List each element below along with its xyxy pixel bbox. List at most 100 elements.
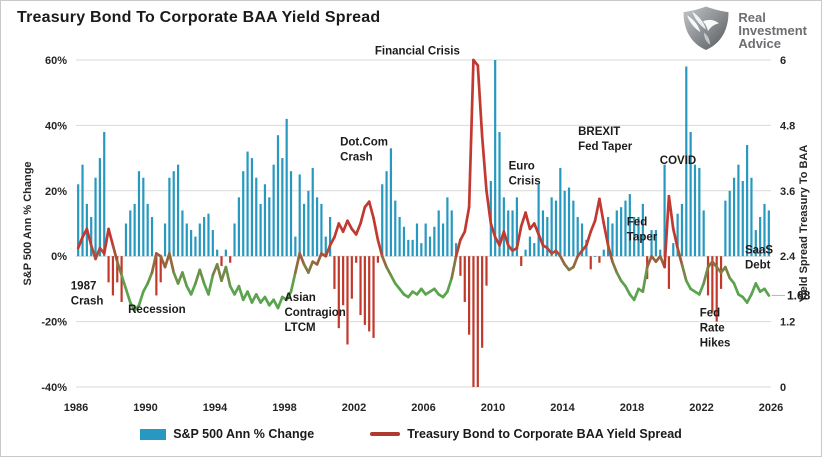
bar: [259, 203, 262, 257]
bar: [415, 223, 419, 257]
bar: [741, 180, 744, 257]
annotation-text: Euro: [509, 161, 535, 173]
bar: [585, 239, 588, 257]
bar: [150, 216, 154, 257]
bar: [472, 256, 475, 387]
bar: [672, 243, 675, 257]
bar: [689, 131, 692, 257]
bar: [611, 223, 614, 257]
bar: [441, 223, 445, 257]
bar: [676, 213, 679, 257]
bar: [94, 177, 97, 257]
bar: [559, 167, 562, 257]
bar: [133, 203, 136, 257]
bar: [724, 200, 727, 257]
bar: [450, 210, 453, 257]
bar: [315, 197, 319, 257]
bar: [685, 66, 688, 257]
bar: [641, 203, 644, 257]
bar: [476, 256, 479, 387]
annotation-text: Recession: [128, 304, 186, 316]
brand-logo: Real Investment Advice: [680, 5, 807, 56]
annotation-text: COVID: [660, 155, 696, 167]
bar: [402, 226, 406, 257]
bar: [650, 230, 653, 257]
bar: [563, 190, 566, 257]
bar: [389, 148, 393, 257]
annotation-text: Fed: [700, 308, 720, 320]
bar: [446, 197, 449, 257]
bar: [272, 164, 275, 257]
annotation-text: Crash: [340, 152, 373, 164]
bar: [628, 194, 631, 257]
bar: [355, 256, 358, 263]
bar: [624, 200, 627, 257]
svg-text:-20%: -20%: [41, 317, 67, 329]
bar: [498, 131, 501, 257]
bar: [420, 243, 423, 257]
bar: [250, 158, 254, 257]
bar: [507, 210, 510, 257]
bar: [763, 203, 766, 257]
svg-text:1986: 1986: [64, 402, 88, 414]
bar: [207, 213, 210, 257]
bar: [320, 203, 323, 257]
bar: [702, 210, 705, 257]
bar: [107, 256, 110, 283]
bar: [229, 256, 232, 263]
annotation-text: Contragion: [285, 307, 346, 319]
brand-word-1: Real: [738, 10, 766, 25]
bar: [511, 210, 514, 257]
svg-text:2022: 2022: [689, 402, 713, 414]
bar: [190, 230, 193, 257]
bar: [576, 216, 579, 257]
bar: [502, 197, 505, 257]
annotation-text: Asian: [285, 292, 316, 304]
bar: [342, 256, 345, 306]
bar: [172, 171, 175, 257]
svg-text:1.2: 1.2: [780, 317, 795, 329]
bar: [77, 184, 80, 257]
svg-text:6: 6: [780, 55, 786, 67]
annotation-text: Fed: [627, 217, 647, 229]
bar: [285, 118, 288, 257]
bar: [237, 197, 240, 257]
svg-text:20%: 20%: [45, 186, 67, 198]
bar: [463, 256, 466, 302]
bar: [137, 171, 141, 257]
svg-text:2018: 2018: [620, 402, 644, 414]
bar: [528, 236, 532, 257]
bar: [602, 249, 605, 257]
bar: [524, 249, 527, 257]
bar: [246, 151, 249, 257]
annotation-text: Financial Crisis: [375, 46, 460, 58]
bar: [667, 256, 671, 289]
bar: [168, 177, 171, 257]
bar: [750, 177, 753, 257]
bar: [281, 158, 284, 257]
bar: [615, 210, 618, 257]
bar: [381, 184, 384, 257]
bar: [554, 200, 558, 257]
svg-text:2.4: 2.4: [780, 251, 796, 263]
bar: [203, 216, 206, 257]
bar: [411, 239, 414, 257]
bar: [485, 256, 488, 286]
annotation-text: SaaS: [745, 244, 773, 256]
bar: [116, 256, 119, 283]
bar: [385, 171, 388, 257]
svg-text:4.8: 4.8: [780, 120, 795, 132]
bar: [129, 210, 132, 257]
bar: [732, 177, 736, 257]
bar: [255, 177, 258, 257]
bar: [268, 197, 271, 257]
svg-text:2006: 2006: [411, 402, 435, 414]
bar: [90, 216, 93, 257]
svg-text:60%: 60%: [45, 55, 67, 67]
bar: [346, 256, 349, 345]
brand-wordmark: Real Investment Advice: [738, 11, 807, 50]
bar: [372, 256, 375, 338]
bar: [198, 223, 201, 257]
